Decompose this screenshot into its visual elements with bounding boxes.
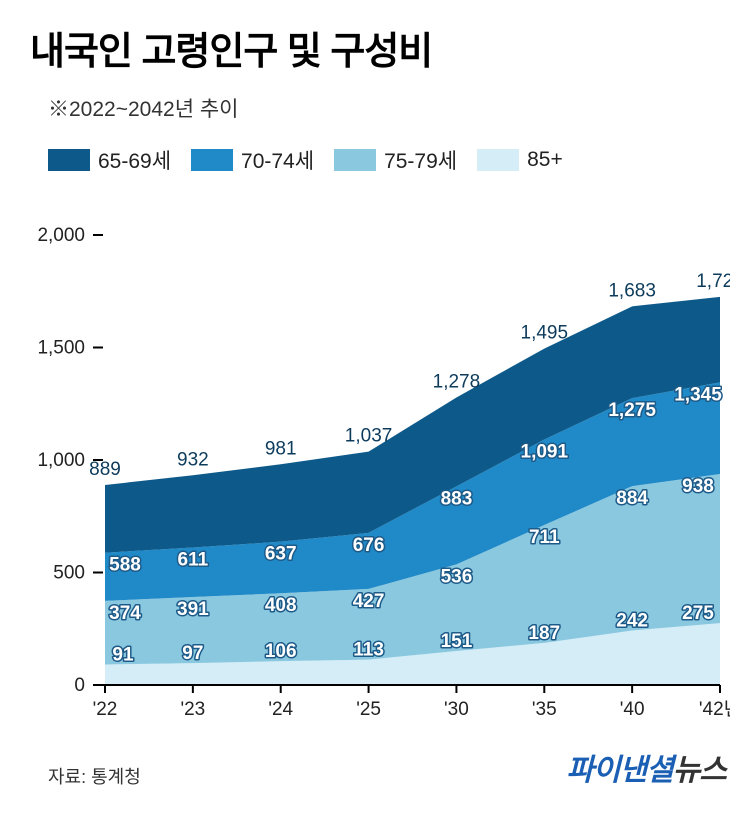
- top-value-label: 1,037: [345, 426, 393, 447]
- stacked-area-chart: 0 500 1,000 1,500 2,000 '22 '23 '24 '25 '30 '35 '40…: [30, 205, 730, 725]
- boundary-label-cum1: 275: [682, 603, 714, 624]
- top-value-label: 981: [265, 438, 297, 459]
- boundary-label-cum1: 106: [265, 641, 297, 662]
- boundary-label-cum3: 1,275: [608, 400, 656, 421]
- top-value-label: 932: [177, 449, 209, 470]
- footer: 자료: 통계청 파이낸셜뉴스: [30, 745, 726, 789]
- boundary-label-cum3: 611: [178, 550, 209, 571]
- source-text: 자료: 통계청: [48, 763, 141, 789]
- xtick-label: '35: [532, 699, 557, 720]
- ytick-label: 2,000: [37, 225, 85, 246]
- ytick-label: 1,500: [37, 338, 85, 359]
- boundary-label-cum2: 536: [441, 566, 473, 587]
- top-value-label: 889: [89, 459, 121, 480]
- legend-label: 70-74세: [241, 145, 314, 175]
- boundary-label-cum1: 151: [441, 631, 473, 652]
- legend-item: 65-69세: [48, 145, 171, 175]
- boundary-label-cum3: 1,091: [521, 442, 569, 463]
- xtick-label: '30: [444, 699, 469, 720]
- boundary-label-cum3: 588: [109, 555, 141, 576]
- boundary-label-cum1: 91: [112, 645, 134, 666]
- boundary-label-cum2: 391: [177, 599, 209, 620]
- xtick-label: '22: [93, 699, 118, 720]
- boundary-label-cum1: 97: [182, 643, 203, 664]
- boundary-label-cum1: 113: [353, 640, 384, 661]
- page-title: 내국인 고령인구 및 구성비: [30, 20, 726, 75]
- brand-part-1: 파이낸셜: [566, 754, 672, 787]
- top-value-label: 1,725: [696, 271, 730, 292]
- ytick-label: 500: [53, 563, 85, 584]
- boundary-label-cum2: 884: [616, 488, 648, 509]
- boundary-label-cum2: 374: [109, 603, 141, 624]
- subtitle: ※2022~2042년 추이: [48, 93, 726, 123]
- boundary-label-cum3: 676: [353, 535, 385, 556]
- boundary-label-cum1: 242: [616, 611, 648, 632]
- xtick-label: '23: [180, 699, 205, 720]
- boundary-label-cum1: 187: [528, 623, 560, 644]
- top-value-label: 1,683: [608, 280, 656, 301]
- legend-item: 75-79세: [334, 145, 457, 175]
- ytick-label: 0: [74, 675, 85, 696]
- legend-swatch: [191, 149, 233, 171]
- legend: 65-69세 70-74세 75-79세 85+: [48, 145, 726, 175]
- xtick-label: '40: [620, 699, 645, 720]
- boundary-label-cum3: 1,345: [674, 384, 722, 405]
- brand-logo: 파이낸셜뉴스: [566, 745, 726, 789]
- legend-swatch: [48, 149, 90, 171]
- top-value-label: 1,278: [433, 371, 481, 392]
- boundary-label-cum2: 427: [353, 591, 385, 612]
- boundary-label-cum3: 883: [441, 488, 473, 509]
- boundary-label-cum2: 711: [529, 527, 560, 548]
- legend-swatch: [477, 149, 519, 171]
- ytick-label: 1,000: [37, 450, 85, 471]
- boundary-label-cum2: 408: [265, 595, 297, 616]
- xtick-label: '25: [356, 699, 381, 720]
- legend-swatch: [334, 149, 376, 171]
- brand-part-2: 뉴스: [673, 754, 726, 787]
- boundary-label-cum3: 637: [265, 544, 297, 565]
- xtick-label: '24: [268, 699, 293, 720]
- xtick-label: '42년: [699, 698, 730, 720]
- legend-label: 65-69세: [98, 145, 171, 175]
- boundary-label-cum2: 938: [682, 476, 714, 497]
- legend-item: 70-74세: [191, 145, 314, 175]
- legend-label: 75-79세: [384, 145, 457, 175]
- legend-item: 85+: [477, 148, 563, 172]
- legend-label: 85+: [527, 148, 563, 172]
- top-value-label: 1,495: [521, 323, 569, 344]
